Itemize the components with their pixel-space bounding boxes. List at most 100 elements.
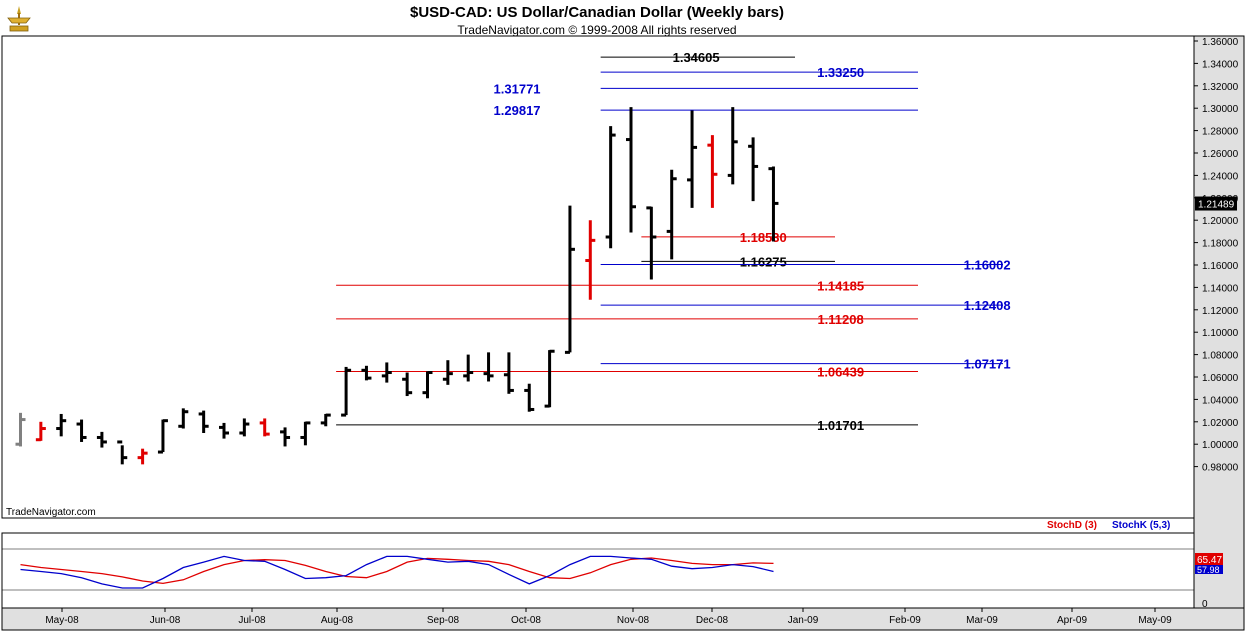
ohlc-bar (381, 362, 392, 383)
level-label: 1.33250 (817, 65, 864, 80)
ohlc-bar (56, 413, 67, 437)
stoch-d-value-box (1195, 553, 1223, 565)
ohlc-bar (35, 421, 46, 442)
level-label: 1.18530 (740, 230, 787, 245)
x-tick-label: Dec-08 (696, 615, 729, 626)
ohlc-bar (280, 427, 291, 447)
x-tick-label: Jun-08 (150, 615, 181, 626)
x-tick-label: Aug-08 (321, 615, 354, 626)
x-tick-label: May-08 (45, 615, 79, 626)
last-price-box (1195, 196, 1237, 211)
ohlc-bar (219, 422, 229, 439)
y-tick-label: 1.20000 (1202, 216, 1239, 227)
y-tick-label: 1.14000 (1202, 283, 1239, 294)
ohlc-bar (524, 383, 535, 412)
ohlc-bar (15, 412, 26, 447)
ohlc-bar (402, 372, 413, 397)
level-label: 1.16002 (964, 257, 1011, 272)
stoch-k-legend: StochK (5,3) (1112, 520, 1171, 531)
stoch-k-value-label: 57.98 (1197, 565, 1220, 575)
ohlc-bar (707, 135, 718, 208)
ohlc-bar (626, 107, 636, 233)
y-tick-label: 1.28000 (1202, 127, 1239, 138)
y-tick-label: 1.12000 (1202, 306, 1239, 317)
ohlc-bar (96, 431, 107, 448)
stoch-d-legend: StochD (3) (1047, 520, 1097, 531)
y-tick-label: 1.16000 (1202, 261, 1239, 272)
ohlc-bar (442, 360, 453, 385)
x-tick-label: Nov-08 (617, 615, 650, 626)
level-label: 1.34605 (673, 50, 720, 65)
ohlc-bar (585, 220, 596, 300)
y-tick-label: 1.36000 (1202, 37, 1239, 48)
ohlc-bar (157, 419, 168, 454)
ohlc-bar (646, 206, 657, 280)
level-label: 1.06439 (817, 365, 864, 380)
x-tick-label: Feb-09 (889, 615, 921, 626)
price-panel (1, 35, 1195, 519)
indicator-panel (1, 532, 1195, 609)
ohlc-bar (422, 371, 433, 399)
ohlc-bar (361, 365, 372, 381)
ohlc-bar (727, 107, 738, 185)
y-tick-label: 1.08000 (1202, 351, 1239, 362)
ohlc-bar (463, 354, 474, 382)
watermark: TradeNavigator.com (6, 507, 96, 518)
level-label: 1.07171 (964, 357, 1011, 372)
x-tick-label: Jul-08 (238, 615, 266, 626)
y-tick-label: 1.18000 (1202, 239, 1239, 250)
y-tick-label: 1.34000 (1202, 59, 1239, 70)
last-price-label: 1.21489 (1198, 200, 1235, 211)
stoch-k-value-box (1195, 565, 1223, 574)
ohlc-bar (768, 166, 779, 242)
ohlc-bar (605, 126, 616, 249)
ohlc-bar (320, 413, 331, 427)
ohlc-bar (198, 410, 209, 433)
y-tick-label: 1.24000 (1202, 171, 1239, 182)
stoch-d-value-label: 65.47 (1197, 555, 1222, 566)
chart-subtitle: TradeNavigator.com © 1999-2008 All right… (457, 23, 737, 37)
ohlc-bar (137, 448, 148, 465)
ohlc-bar (748, 137, 759, 202)
ohlc-bar (687, 110, 698, 208)
x-tick-label: Sep-08 (427, 615, 460, 626)
ohlc-bar (666, 169, 677, 260)
x-tick-label: Jan-09 (788, 615, 819, 626)
y-tick-label: 1.26000 (1202, 149, 1239, 160)
y-tick-label: 1.10000 (1202, 328, 1239, 339)
x-tick-label: May-09 (1138, 615, 1172, 626)
y-tick-label: 1.00000 (1202, 440, 1239, 451)
ohlc-bar (503, 352, 514, 394)
level-label: 1.31771 (494, 81, 541, 96)
ohlc-bar (483, 352, 494, 382)
ohlc-bar (76, 419, 87, 442)
y-tick-label: 1.06000 (1202, 373, 1239, 384)
y-tick-label: 1.04000 (1202, 395, 1239, 406)
chart-title: $USD-CAD: US Dollar/Canadian Dollar (Wee… (410, 4, 784, 21)
ohlc-bar (544, 349, 555, 408)
ohlc-bar (564, 205, 575, 354)
y-axis-panel (1193, 35, 1245, 609)
y-tick-label: 1.32000 (1202, 82, 1239, 93)
x-tick-label: Apr-09 (1057, 615, 1087, 626)
y-tick-label: 1.02000 (1202, 418, 1239, 429)
ohlc-bar (117, 440, 128, 465)
level-label: 1.12408 (964, 298, 1011, 313)
level-label: 1.01701 (817, 418, 864, 433)
trade-navigator-logo-icon (4, 4, 34, 34)
ohlc-bar (259, 418, 270, 437)
x-axis-panel (1, 607, 1245, 631)
ohlc-bar (300, 421, 311, 446)
stoch-y-tick-label: 0 (1202, 599, 1208, 610)
level-label: 1.11208 (817, 312, 863, 327)
level-label: 1.29817 (494, 103, 541, 118)
stoch-line (20, 557, 774, 585)
ohlc-bar (341, 366, 352, 417)
x-tick-label: Mar-09 (966, 615, 998, 626)
y-tick-label: 1.30000 (1202, 104, 1239, 115)
level-label: 1.16275 (740, 254, 787, 269)
stoch-line (20, 555, 774, 589)
level-label: 1.14185 (817, 278, 864, 293)
